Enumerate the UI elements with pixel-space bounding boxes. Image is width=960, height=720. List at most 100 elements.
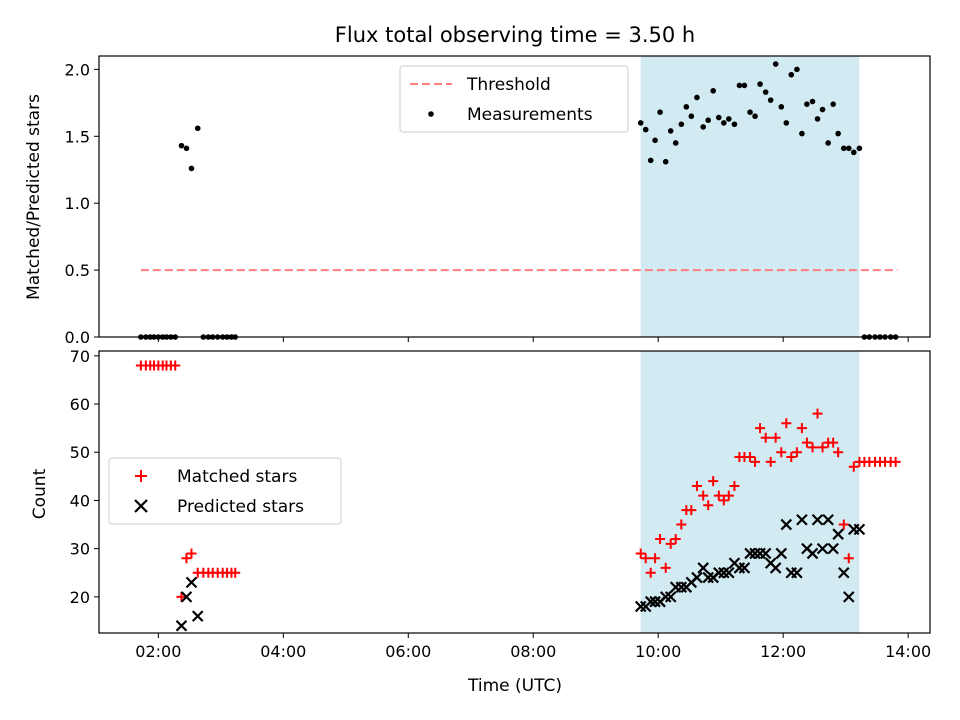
bottom-y-axis-label: Count [30, 468, 50, 519]
matched-star-point [828, 437, 839, 448]
predicted-star-point [811, 513, 824, 526]
legend-measurements-swatch [428, 111, 434, 117]
y-tick-label: 50 [70, 443, 90, 462]
matched-star-point [186, 548, 197, 559]
predicted-star-point [723, 566, 735, 579]
measurement-point [794, 66, 800, 73]
x-tick-label: 06:00 [385, 642, 431, 661]
predicted-star-point [853, 523, 866, 536]
matched-star-point [698, 490, 709, 501]
measurement-point [762, 89, 769, 95]
predicted-star-point [769, 562, 782, 574]
predicted-star-point [644, 595, 657, 608]
predicted-star-point [744, 547, 756, 560]
matched-star-point [176, 591, 187, 602]
measurement-point [642, 126, 649, 133]
measurement-point [188, 165, 195, 172]
matched-star-point [760, 432, 771, 443]
predicted-star-point [191, 610, 204, 622]
y-tick-label: 60 [70, 395, 90, 414]
y-tick-label: 0.5 [65, 261, 90, 280]
y-tick-label: 70 [70, 347, 90, 366]
y-tick-label: 30 [70, 540, 90, 559]
measurement-point [731, 121, 738, 128]
matched-star-point [708, 476, 719, 487]
matched-star-point [660, 562, 671, 573]
measurement-point [840, 145, 847, 152]
measurement-point [819, 106, 826, 113]
legend-matched-swatch [135, 470, 147, 482]
predicted-star-point [664, 591, 677, 603]
matched-star-point [729, 480, 740, 491]
x-tick-label: 14:00 [885, 642, 931, 661]
x-tick-label: 02:00 [135, 642, 181, 661]
matched-star-point [801, 437, 812, 448]
y-tick-label: 2.0 [65, 60, 90, 79]
measurement-point [772, 61, 779, 67]
predicted-star-point [659, 591, 672, 603]
predicted-star-point [733, 562, 746, 574]
measurement-point [850, 149, 857, 156]
top-panel: 0.0 0.5 1.0 1.5 2.0 Threshold Measurements [65, 55, 931, 347]
predicted-star-point [649, 595, 661, 608]
measurement-point [705, 117, 711, 124]
measurement-point [637, 120, 644, 126]
matched-star-point [890, 456, 901, 467]
measurement-point [835, 130, 841, 137]
measurement-point [700, 124, 706, 130]
matched-star-point [750, 456, 761, 467]
measurement-point [788, 71, 795, 78]
predicted-star-point [718, 566, 730, 579]
measurement-point [710, 87, 716, 94]
predicted-star-point [691, 571, 703, 584]
matched-star-point [781, 418, 792, 429]
predicted-star-point [796, 513, 808, 526]
measurement-point [652, 137, 658, 144]
measurement-point [778, 104, 785, 110]
predicted-star-point [175, 619, 188, 632]
matched-star-point [640, 553, 651, 564]
x-tick-label: 12:00 [760, 642, 806, 661]
predicted-star-point [738, 562, 751, 574]
y-tick-label: 20 [70, 588, 90, 607]
measurement-point [736, 82, 743, 89]
measurement-point [657, 109, 663, 115]
matched-star-point [665, 538, 676, 549]
matched-star-point [765, 456, 776, 467]
matched-star-point [812, 408, 823, 419]
x-axis-label: Time (UTC) [467, 676, 562, 696]
plot-frame [98, 350, 931, 634]
predicted-star-point [775, 547, 788, 560]
matched-star-point [770, 432, 781, 443]
measurement-point [757, 81, 763, 87]
predicted-star-point [827, 542, 839, 555]
bottom-legend: Matched stars Predicted stars [108, 457, 342, 525]
chart-title: Flux total observing time = 3.50 h [335, 23, 695, 47]
matched-star-point [723, 490, 734, 501]
matched-star-point [848, 461, 859, 472]
bottom-panel: 20 30 40 50 60 70 02:00 04:00 06:00 08:00 10:00 12:… [70, 347, 932, 661]
measurement-point [178, 142, 185, 149]
matched-star-point [676, 519, 687, 530]
matched-star-point [786, 452, 797, 463]
measurement-point [814, 116, 821, 122]
measurement-point [752, 113, 758, 120]
matched-star-point [745, 452, 756, 463]
predicted-star-point [791, 566, 803, 579]
measurement-point [678, 121, 685, 128]
matched-star-point [776, 447, 787, 458]
matched-star-point [817, 442, 828, 453]
measurement-point [683, 104, 690, 110]
matched-star-point [703, 500, 714, 511]
measurement-point [825, 140, 831, 146]
measurement-point [721, 120, 727, 126]
matched-star-point [791, 447, 802, 458]
predicted-star-point [185, 576, 198, 589]
y-tick-label: 1.0 [65, 194, 90, 213]
legend-matched-label: Matched stars [177, 467, 297, 487]
measurement-point [726, 116, 732, 122]
top-y-axis-label: Matched/Predicted stars [24, 94, 44, 300]
legend-predicted-label: Predicted stars [177, 497, 304, 517]
predicted-star-point [759, 547, 772, 560]
matched-star-point [718, 495, 729, 506]
